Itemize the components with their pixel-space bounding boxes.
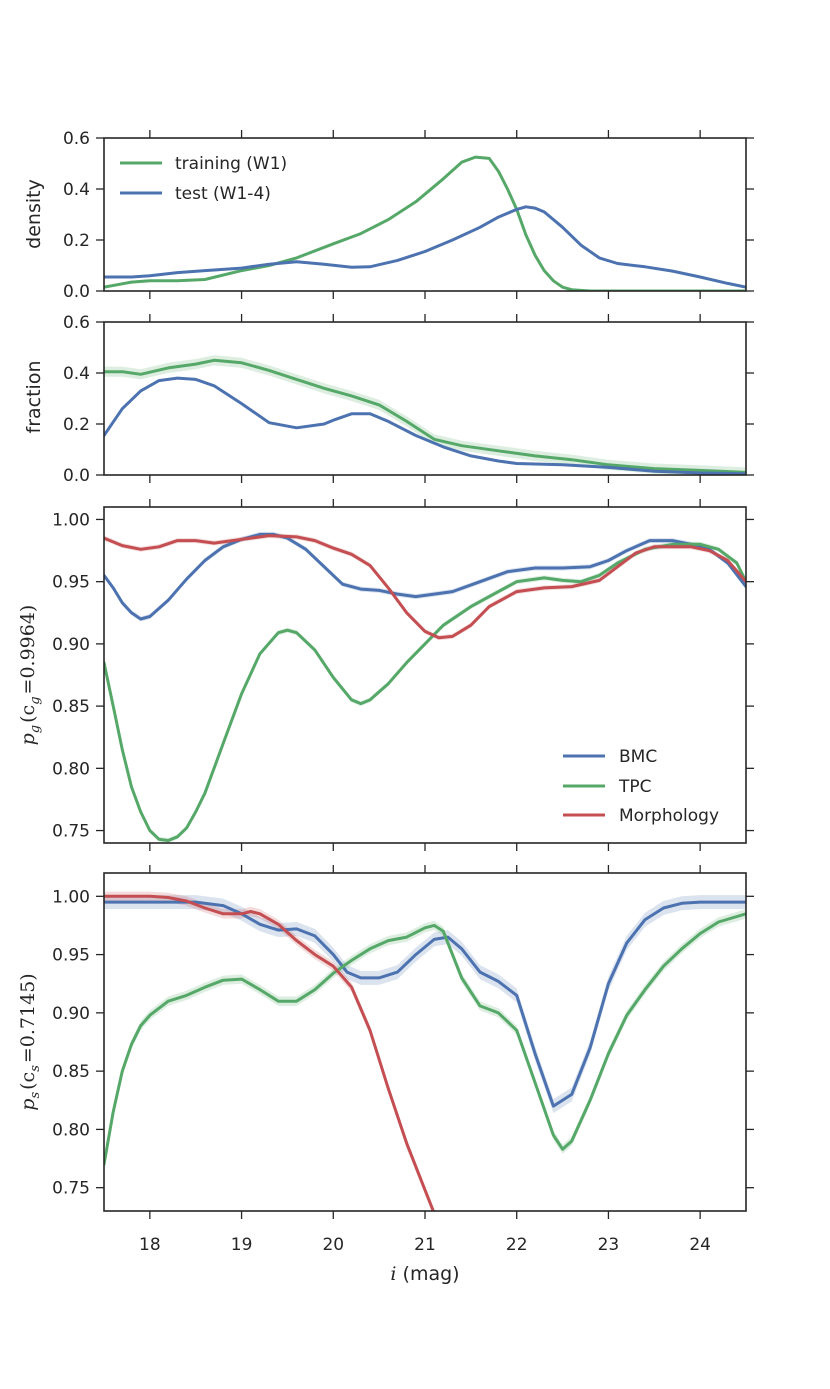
ylabel-fraction: fraction xyxy=(23,361,45,434)
legend-label-morphology: Morphology xyxy=(619,806,719,826)
ps-line-morphology xyxy=(104,894,435,1211)
pg-ytick-label: 1.00 xyxy=(52,510,90,530)
xtick-label: 19 xyxy=(231,1235,253,1255)
density-ytick-label: 0.6 xyxy=(63,129,90,149)
ps-ytick-label: 0.85 xyxy=(52,1062,90,1082)
density-line-test-w1-4- xyxy=(104,205,746,289)
legend-label-training: training (W1) xyxy=(175,154,287,174)
xtick-label: 23 xyxy=(598,1235,620,1255)
fraction-ytick-label: 0.6 xyxy=(63,313,90,333)
density-ytick-label: 0.2 xyxy=(63,231,90,251)
ylabel-ps: ps(cs=0.7145) xyxy=(17,973,43,1110)
fraction-ytick-label: 0.4 xyxy=(63,364,90,384)
legend-label-test: test (W1-4) xyxy=(175,184,271,204)
pg-line-morphology xyxy=(104,534,746,640)
legend-label-bmc: BMC xyxy=(619,747,657,767)
ps-ytick-label: 0.90 xyxy=(52,1004,90,1024)
pg-legend: BMC TPC Morphology xyxy=(563,747,719,826)
density-plot-area xyxy=(104,155,746,291)
ps-panel: 0.75 0.80 0.85 0.90 0.95 1.00 18 19 20 21 22 23 24 xyxy=(52,865,754,1255)
ps-line-tpc xyxy=(104,912,746,1166)
pg-ytick-label: 0.90 xyxy=(52,635,90,655)
pg-ytick-label: 0.85 xyxy=(52,697,90,717)
xtick-label: 22 xyxy=(506,1235,528,1255)
ps-band-tpc xyxy=(104,909,746,1169)
ps-line-bmc xyxy=(104,900,746,1108)
pg-ytick-label: 0.75 xyxy=(52,822,90,842)
fraction-band-training-w1- xyxy=(104,355,746,475)
pg-band-bmc xyxy=(104,531,746,622)
pg-ytick-label: 0.80 xyxy=(52,759,90,779)
xtick-label: 20 xyxy=(322,1235,344,1255)
fraction-line-test-w1-4- xyxy=(104,376,746,475)
density-ytick-label: 0.0 xyxy=(63,282,90,302)
ylabel-density: density xyxy=(23,179,45,249)
pg-line-bmc xyxy=(104,532,746,621)
xtick-label: 21 xyxy=(414,1235,436,1255)
fraction-plot-area xyxy=(104,355,746,475)
xtick-label: 18 xyxy=(139,1235,161,1255)
pg-band-tpc xyxy=(104,541,746,843)
fraction-ytick-label: 0.0 xyxy=(63,466,90,486)
ps-ytick-label: 0.75 xyxy=(52,1179,90,1199)
pg-plot-area xyxy=(104,531,746,843)
legend-label-tpc: TPC xyxy=(618,777,652,797)
fraction-ytick-label: 0.2 xyxy=(63,415,90,435)
xlabel: i (mag) xyxy=(390,1263,459,1285)
density-line-training-w1- xyxy=(104,155,746,291)
pg-ytick-label: 0.95 xyxy=(52,573,90,593)
pg-panel: 0.75 0.80 0.85 0.90 0.95 1.00 xyxy=(52,499,754,851)
fraction-frame xyxy=(103,321,747,476)
density-ytick-label: 0.4 xyxy=(63,180,90,200)
ylabel-pg: pg(cg=0.9964) xyxy=(17,605,43,746)
fraction-panel: 0.0 0.2 0.4 0.6 xyxy=(63,313,754,486)
pg-line-tpc xyxy=(104,542,746,842)
density-legend: training (W1) test (W1-4) xyxy=(120,154,287,204)
density-panel: 0.0 0.2 0.4 0.6 xyxy=(63,129,754,302)
ps-ytick-label: 0.95 xyxy=(52,946,90,966)
ps-ytick-label: 1.00 xyxy=(52,887,90,907)
ps-ytick-label: 0.80 xyxy=(52,1120,90,1140)
ps-plot-area xyxy=(104,891,746,1211)
xtick-label: 24 xyxy=(689,1235,711,1255)
fraction-line-training-w1- xyxy=(104,358,746,474)
